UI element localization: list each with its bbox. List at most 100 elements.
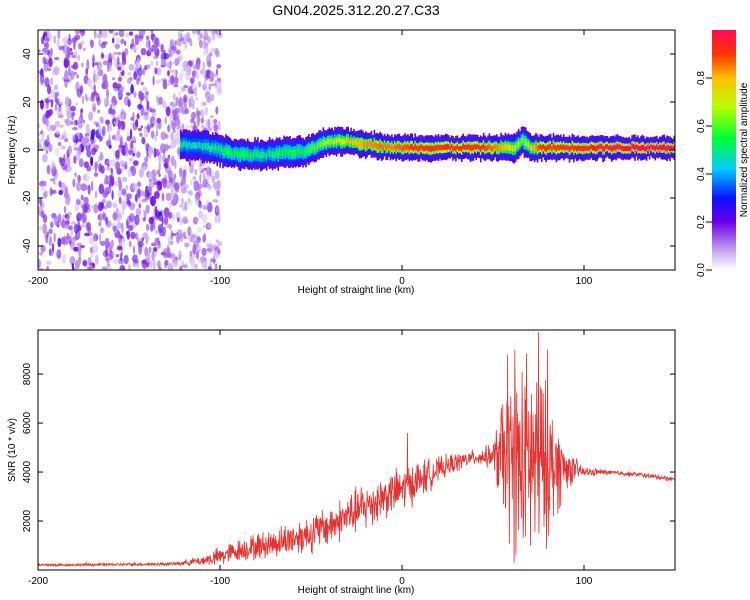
noise-speckle	[126, 129, 130, 137]
noise-speckle	[39, 181, 45, 187]
ridge-cell	[461, 145, 463, 152]
ridge-cell	[321, 141, 323, 148]
noise-speckle	[49, 77, 54, 86]
ridge-cell	[439, 145, 441, 151]
noise-speckle	[170, 186, 174, 197]
noise-speckle	[108, 144, 112, 149]
noise-speckle	[80, 62, 84, 68]
noise-speckle	[110, 108, 116, 115]
ridge-cell	[344, 139, 347, 145]
noise-speckle	[125, 184, 129, 190]
noise-speckle	[119, 264, 126, 270]
ridge-cell	[363, 141, 365, 148]
ridge-cell	[498, 145, 501, 152]
noise-speckle	[112, 252, 115, 256]
noise-speckle	[182, 216, 188, 224]
ridge-cell	[267, 150, 269, 157]
ridge-cell	[583, 145, 585, 152]
noise-speckle	[189, 40, 193, 47]
ridge-cell	[446, 144, 448, 150]
ridge-cell	[466, 144, 469, 150]
ridge-cell	[610, 146, 613, 152]
noise-speckle	[80, 203, 83, 209]
ridge-cell	[536, 145, 539, 152]
ridge-cell	[484, 145, 486, 152]
noise-speckle	[174, 63, 178, 67]
noise-speckle	[116, 245, 123, 251]
ridge-cell	[206, 143, 208, 151]
ridge-cell	[360, 140, 363, 147]
noise-speckle	[46, 266, 49, 270]
noise-speckle	[106, 259, 110, 268]
ridge-cell	[568, 146, 571, 152]
noise-speckle	[53, 84, 59, 91]
noise-speckle	[38, 49, 41, 53]
noise-speckle	[87, 78, 93, 87]
ridge-cell	[494, 144, 497, 149]
noise-speckle	[119, 240, 126, 246]
ridge-cell	[562, 144, 565, 151]
ridge-cell	[635, 144, 638, 149]
noise-speckle	[90, 129, 95, 140]
noise-speckle	[161, 192, 165, 202]
snr-ticks: -200 -100 0 100 2000 4000 6000 8000	[22, 330, 675, 587]
noise-speckle	[142, 208, 146, 216]
noise-speckle	[150, 195, 156, 207]
noise-speckle	[72, 127, 78, 131]
noise-speckle	[102, 41, 108, 45]
noise-speckle	[155, 209, 160, 219]
colorbar: 0.0 0.2 0.4 0.6 0.8 Normalized spectral ampl…	[696, 30, 750, 277]
ridge-cell	[188, 141, 191, 148]
ridge-cell	[557, 144, 559, 151]
ridge-cell	[495, 144, 498, 151]
ridge-cell	[605, 144, 607, 150]
noise-speckle	[91, 180, 94, 192]
colorbar-tick-label: 0.8	[696, 71, 707, 85]
noise-speckle	[125, 92, 131, 96]
noise-speckle	[87, 266, 93, 270]
ridge-cell	[417, 146, 419, 152]
noise-speckle	[99, 233, 102, 244]
noise-speckle	[97, 201, 104, 212]
noise-speckle	[184, 71, 191, 81]
noise-speckle	[206, 36, 211, 45]
noise-speckle	[98, 116, 104, 124]
ridge-cell	[389, 145, 392, 151]
noise-speckle	[38, 226, 44, 231]
noise-speckle	[90, 139, 95, 147]
noise-speckle	[170, 155, 175, 167]
noise-speckle	[91, 147, 97, 156]
ridge-cell	[593, 145, 596, 151]
noise-speckle	[130, 122, 133, 126]
ridge-cell	[276, 149, 278, 156]
ridge-cell	[280, 150, 282, 157]
ridge-cell	[584, 145, 587, 151]
ridge-cell	[657, 146, 660, 151]
noise-speckle	[177, 124, 182, 129]
noise-speckle	[47, 67, 51, 72]
noise-speckle	[65, 186, 68, 195]
ridge-cell	[379, 142, 381, 149]
ridge-cell	[442, 145, 444, 151]
ridge-cell	[281, 150, 284, 156]
noise-speckle	[73, 71, 77, 76]
ridge-cell	[292, 149, 294, 157]
noise-speckle	[177, 55, 181, 61]
noise-speckle	[68, 106, 71, 117]
noise-speckle	[153, 225, 156, 231]
noise-speckle	[126, 136, 132, 142]
noise-speckle	[118, 30, 125, 38]
noise-speckle	[121, 162, 125, 168]
noise-speckle	[173, 173, 177, 180]
noise-speckle	[90, 39, 95, 49]
noise-speckle	[60, 145, 67, 150]
ridge-cell	[345, 137, 348, 143]
noise-speckle	[89, 262, 95, 267]
noise-speckle	[147, 186, 153, 193]
noise-speckle	[127, 264, 132, 270]
noise-speckle	[73, 224, 79, 234]
ridge-cell	[279, 148, 281, 156]
noise-speckle	[93, 91, 98, 96]
noise-speckle	[170, 230, 174, 241]
noise-speckle	[165, 106, 171, 117]
